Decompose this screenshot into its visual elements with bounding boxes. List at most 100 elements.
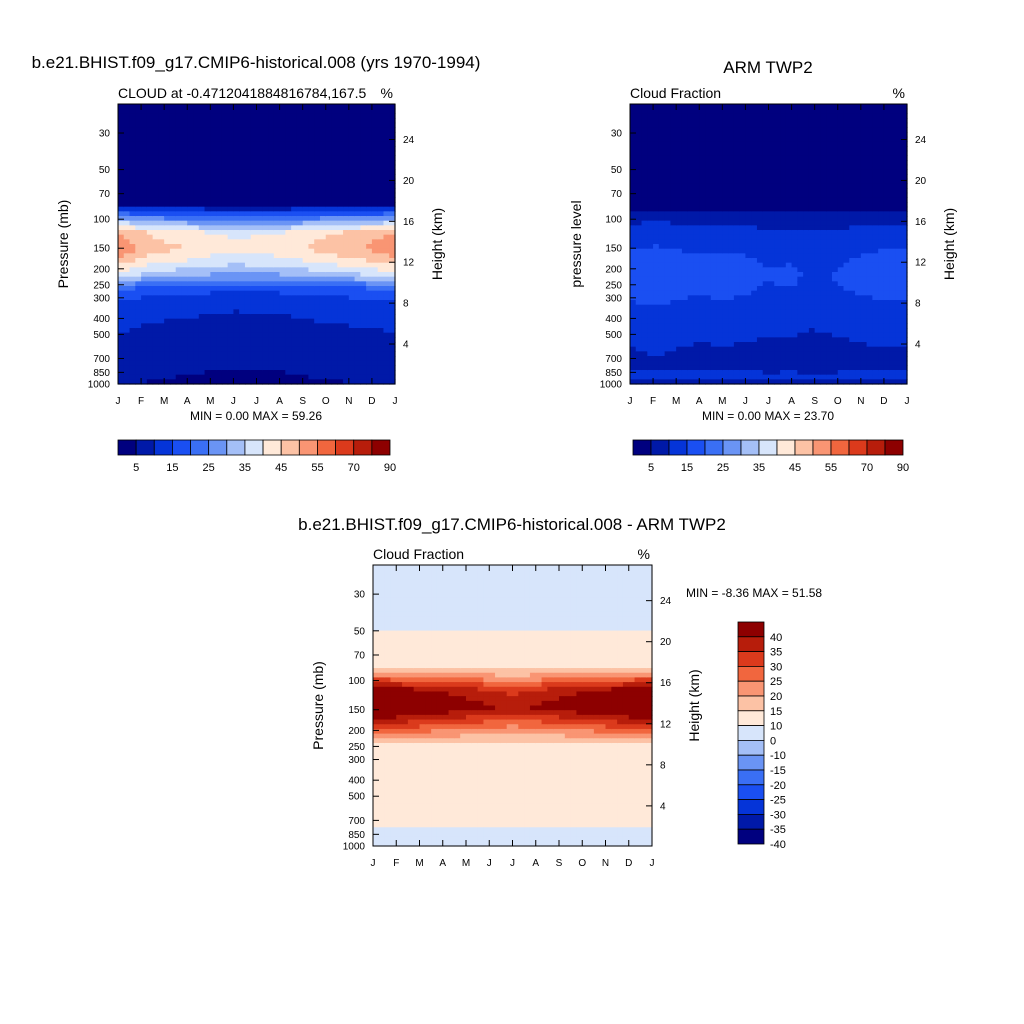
heatmap-cell (348, 146, 356, 152)
heatmap-cell (210, 337, 217, 343)
heatmap-cell (244, 136, 252, 142)
heatmap-cell (227, 351, 235, 357)
heatmap-cell (279, 314, 286, 320)
heatmap-cell (233, 286, 240, 292)
heatmap-cell (664, 379, 671, 385)
heatmap-cell (653, 239, 660, 245)
heatmap-cell (239, 356, 246, 362)
heatmap-cell (210, 374, 217, 380)
heatmap-cell (383, 188, 390, 194)
heatmap-cell (676, 202, 683, 208)
heatmap-cell (722, 281, 729, 287)
heatmap-cell (337, 309, 344, 315)
heatmap-cell (250, 337, 258, 343)
heatmap-cell (158, 150, 165, 156)
heatmap-cell (118, 225, 125, 231)
heatmap-cell (164, 244, 171, 250)
heatmap-cell (641, 276, 648, 282)
heatmap-cell (710, 174, 718, 180)
heatmap-cell (331, 281, 338, 287)
heatmap-cell (250, 360, 258, 366)
heatmap-cell (785, 342, 793, 348)
heatmap-cell (658, 132, 666, 138)
heatmap-cell (308, 323, 315, 329)
heatmap-cell (681, 323, 689, 329)
heatmap-cell (256, 351, 263, 357)
heatmap-cell (221, 164, 229, 170)
heatmap-cell (216, 351, 223, 357)
heatmap-cell (745, 230, 752, 236)
heatmap-cell (733, 276, 741, 282)
heatmap-cell (751, 108, 758, 114)
heatmap-cell (285, 365, 292, 371)
heatmap-cell (198, 328, 206, 334)
heatmap-cell (630, 178, 637, 184)
heatmap-cell (371, 192, 379, 198)
heatmap-cell (343, 342, 350, 348)
heatmap-cell (389, 244, 396, 250)
heatmap-cell (291, 225, 298, 231)
heatmap-cell (129, 342, 136, 348)
heatmap-cell (314, 192, 321, 198)
heatmap-cell (296, 318, 304, 324)
heatmap-cell (780, 342, 787, 348)
heatmap-cell (256, 379, 263, 385)
heatmap-cell (279, 295, 286, 301)
heatmap-cell (653, 206, 660, 212)
heatmap-cell (181, 202, 188, 208)
heatmap-cell (803, 258, 810, 264)
heatmap-cell (808, 244, 816, 250)
heatmap-cell (141, 225, 148, 231)
heatmap-cell (389, 202, 396, 208)
heatmap-cell (785, 113, 793, 119)
heatmap-cell (337, 356, 344, 362)
heatmap-cell (302, 188, 310, 194)
heatmap-cell (233, 113, 240, 119)
heatmap-cell (146, 132, 154, 138)
heatmap-cell (216, 155, 223, 161)
heatmap-cell (756, 346, 764, 352)
heatmap-cell (135, 244, 142, 250)
heatmap-cell (204, 183, 211, 189)
heatmap-cell (204, 188, 211, 194)
heatmap-cell (739, 197, 747, 203)
heatmap-cell (233, 309, 240, 315)
heatmap-cell (641, 300, 648, 306)
heatmap-cell (268, 272, 275, 278)
heatmap-cell (175, 244, 183, 250)
heatmap-cell (664, 183, 671, 189)
heatmap-cell (337, 160, 344, 166)
heatmap-cell (739, 295, 747, 301)
heatmap-cell (716, 202, 723, 208)
heatmap-cell (716, 192, 723, 198)
heatmap-cell (146, 318, 154, 324)
heatmap-cell (647, 360, 654, 366)
heatmap-cell (693, 314, 700, 320)
heatmap-cell (158, 104, 165, 110)
heatmap-cell (348, 141, 356, 147)
heatmap-cell (658, 365, 666, 371)
heatmap-cell (664, 197, 671, 203)
heatmap-cell (296, 300, 304, 306)
heatmap-cell (221, 337, 229, 343)
heatmap-cell (279, 290, 286, 296)
heatmap-cell (630, 216, 637, 222)
heatmap-cell (141, 220, 148, 226)
heatmap-cell (371, 211, 379, 217)
heatmap-cell (780, 141, 787, 147)
x-tick-label: J (254, 396, 259, 407)
heatmap-cell (158, 253, 165, 259)
heatmap-cell (354, 379, 361, 385)
heatmap-cell (273, 337, 281, 343)
heatmap-cell (722, 150, 729, 156)
heatmap-cell (676, 206, 683, 212)
heatmap-cell (302, 374, 310, 380)
heatmap-cell (722, 244, 729, 250)
heatmap-cell (756, 318, 764, 324)
heatmap-cell (733, 262, 741, 268)
heatmap-cell (808, 141, 816, 147)
heatmap-cell (803, 169, 810, 175)
heatmap-cell (371, 160, 379, 166)
heatmap-cell (716, 234, 723, 240)
heatmap-cell (227, 309, 235, 315)
